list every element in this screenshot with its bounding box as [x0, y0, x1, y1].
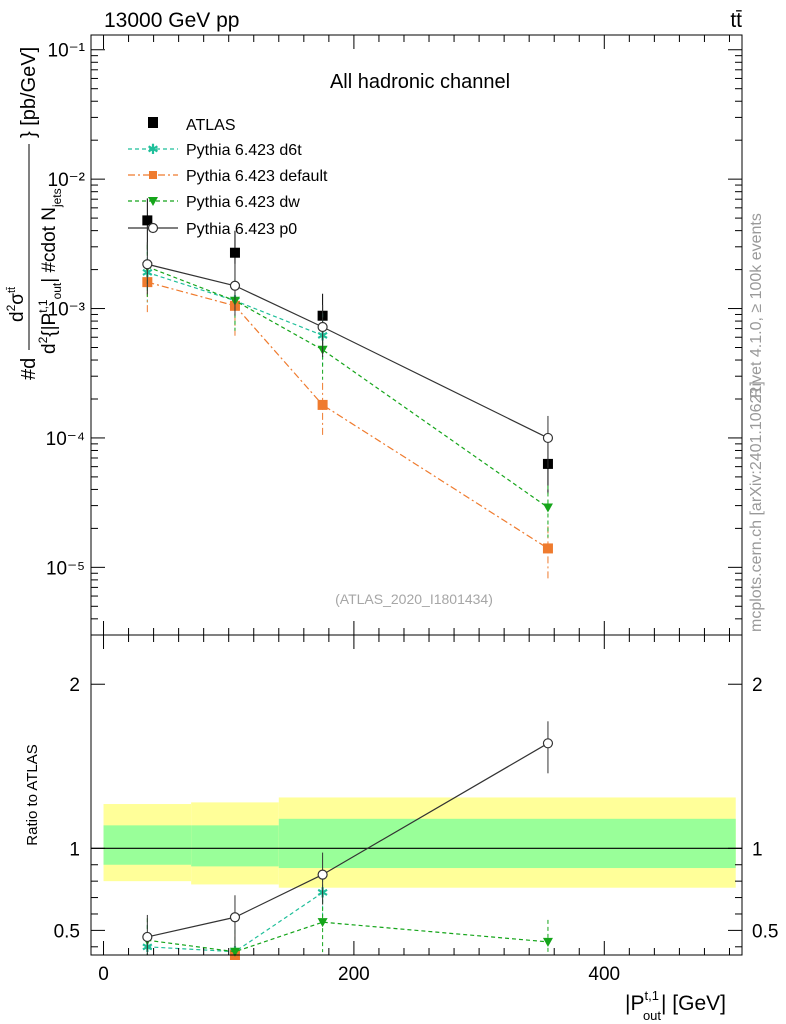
series-line-3 — [147, 742, 549, 938]
data-point-4 — [317, 321, 328, 333]
data-point-3 — [542, 503, 553, 513]
rivet-note: Rivet 4.1.0, ≥ 100k events — [748, 213, 765, 398]
ratio-point-3 — [229, 912, 241, 923]
series-line-4 — [147, 263, 549, 439]
process-label: tt̄ — [730, 9, 742, 32]
series-line-2 — [147, 921, 549, 953]
ratio-y-tick-label-right: 1 — [752, 839, 763, 860]
ratio-y-tick-label-right: 2 — [752, 675, 763, 696]
stat-band — [278, 818, 736, 869]
y-tick-label: 10⁻⁴ — [46, 429, 85, 450]
mcplots-note: mcplots.cern.ch [arXiv:2401.10621] — [748, 381, 765, 632]
legend-label-atlas: ATLAS — [186, 117, 236, 134]
data-point-4 — [229, 280, 241, 291]
legend-entry-p0: Pythia 6.423 p0 — [128, 221, 297, 238]
legend-entry-dw: Pythia 6.423 dw — [128, 194, 300, 211]
ratio-y-tick-label-right: 0.5 — [752, 921, 778, 942]
legend: ATLAS ✱ Pythia 6.423 d6t Pythia 6.423 de… — [128, 117, 328, 238]
ratio-point-3 — [317, 869, 328, 880]
y-tick-label: 10⁻¹ — [48, 41, 86, 62]
x-tick-label: 400 — [588, 964, 620, 985]
ratio-y-tick-label: 1 — [69, 839, 80, 860]
legend-entry-default: Pythia 6.423 default — [128, 168, 328, 185]
ratio-y-label: Ratio to ATLAS — [24, 744, 41, 845]
ratio-point-2 — [317, 918, 328, 928]
y-tick-label: 10⁻³ — [48, 300, 86, 321]
stat-band — [191, 825, 279, 867]
ratio-point-3 — [542, 738, 554, 749]
legend-entry-d6t: ✱ Pythia 6.423 d6t — [128, 141, 302, 159]
legend-label-p0: Pythia 6.423 p0 — [186, 221, 297, 238]
data-point-0 — [229, 247, 240, 258]
ratio-y-tick-label: 2 — [69, 675, 80, 696]
y-tick-label: 10⁻⁵ — [46, 558, 85, 579]
svg-text:✱: ✱ — [147, 141, 159, 157]
ratio-frame — [90, 634, 743, 956]
ratio-y-tick-label: 0.5 — [54, 921, 80, 942]
data-point-0 — [142, 215, 153, 226]
data-point-2 — [317, 399, 328, 410]
series-line-3 — [147, 266, 549, 508]
legend-label-default: Pythia 6.423 default — [186, 168, 328, 185]
data-point-4 — [142, 259, 153, 270]
svg-text:d2{|Pt,1out| #cdot Njets: d2{|Pt,1out| #cdot Njets — [36, 188, 64, 354]
data-point-4 — [542, 432, 554, 444]
legend-entry-atlas: ATLAS — [148, 117, 236, 134]
legend-label-d6t: Pythia 6.423 d6t — [186, 142, 302, 159]
ratio-point-2 — [542, 937, 553, 947]
analysis-tag: (ATLAS_2020_I1801434) — [335, 591, 493, 607]
y-tick-label: 10⁻² — [48, 170, 86, 191]
data-point-2 — [542, 543, 553, 554]
svg-text:#d: #d — [18, 358, 40, 380]
energy-label: 13000 GeV pp — [104, 9, 239, 32]
legend-label-dw: Pythia 6.423 dw — [186, 194, 300, 211]
svg-text:} [pb/GeV]: } [pb/GeV] — [18, 47, 40, 138]
chart-title: All hadronic channel — [330, 71, 510, 93]
ratio-point-3 — [142, 931, 153, 943]
x-tick-label: 200 — [338, 964, 370, 985]
stat-band — [103, 825, 192, 865]
y-axis-label: #d d2σtt̄ d2{|Pt,1out| #cdot Njets } [pb… — [4, 47, 64, 380]
x-tick-label: 0 — [98, 964, 109, 985]
ratio-point-2 — [229, 947, 240, 957]
main-panel: ✱✱✱ 10⁻⁵10⁻⁴10⁻³10⁻²10⁻¹ All hadronic ch… — [4, 34, 743, 636]
series-line-2 — [147, 281, 549, 549]
